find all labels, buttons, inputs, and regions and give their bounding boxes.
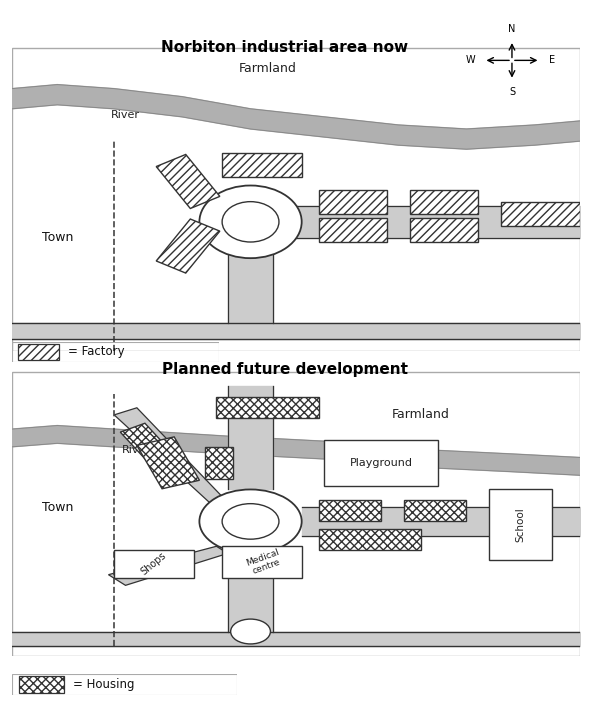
Text: Playground: Playground	[350, 458, 413, 468]
Text: = Housing: = Housing	[73, 678, 134, 691]
Text: = Factory: = Factory	[68, 345, 124, 358]
Polygon shape	[318, 218, 387, 242]
Text: W: W	[465, 55, 475, 65]
Bar	[489, 489, 552, 560]
Circle shape	[200, 489, 302, 553]
Bar	[324, 439, 438, 486]
Text: Town: Town	[41, 232, 73, 244]
Polygon shape	[501, 201, 580, 226]
Polygon shape	[114, 408, 222, 503]
Circle shape	[222, 503, 279, 539]
Text: Shops: Shops	[139, 550, 169, 577]
Circle shape	[231, 619, 271, 644]
Text: Farmland: Farmland	[239, 62, 297, 75]
Text: Norbiton industrial area now: Norbiton industrial area now	[161, 40, 408, 55]
Text: E: E	[549, 55, 555, 65]
Text: River: River	[123, 445, 152, 456]
Polygon shape	[156, 219, 220, 273]
Bar	[222, 546, 302, 578]
Polygon shape	[318, 529, 421, 550]
Polygon shape	[222, 153, 302, 178]
Polygon shape	[404, 500, 466, 522]
Text: S: S	[509, 86, 515, 97]
Polygon shape	[217, 397, 318, 418]
Polygon shape	[120, 423, 170, 460]
Polygon shape	[410, 190, 478, 213]
Polygon shape	[156, 154, 220, 208]
Text: School: School	[516, 508, 526, 543]
Polygon shape	[410, 218, 478, 242]
Text: Town: Town	[41, 501, 73, 514]
Polygon shape	[108, 546, 228, 585]
Text: River: River	[111, 110, 140, 120]
Text: Medical
centre: Medical centre	[245, 547, 284, 577]
Circle shape	[222, 201, 279, 242]
Bar	[114, 550, 194, 578]
Text: N: N	[509, 24, 516, 34]
Text: Farmland: Farmland	[392, 409, 450, 421]
Polygon shape	[205, 447, 233, 479]
FancyBboxPatch shape	[18, 344, 59, 359]
Circle shape	[200, 185, 302, 258]
Polygon shape	[318, 500, 381, 522]
FancyBboxPatch shape	[18, 676, 63, 693]
Polygon shape	[12, 425, 580, 475]
Polygon shape	[137, 437, 200, 489]
Polygon shape	[12, 85, 580, 150]
Polygon shape	[318, 190, 387, 213]
Text: Planned future development: Planned future development	[162, 362, 408, 376]
